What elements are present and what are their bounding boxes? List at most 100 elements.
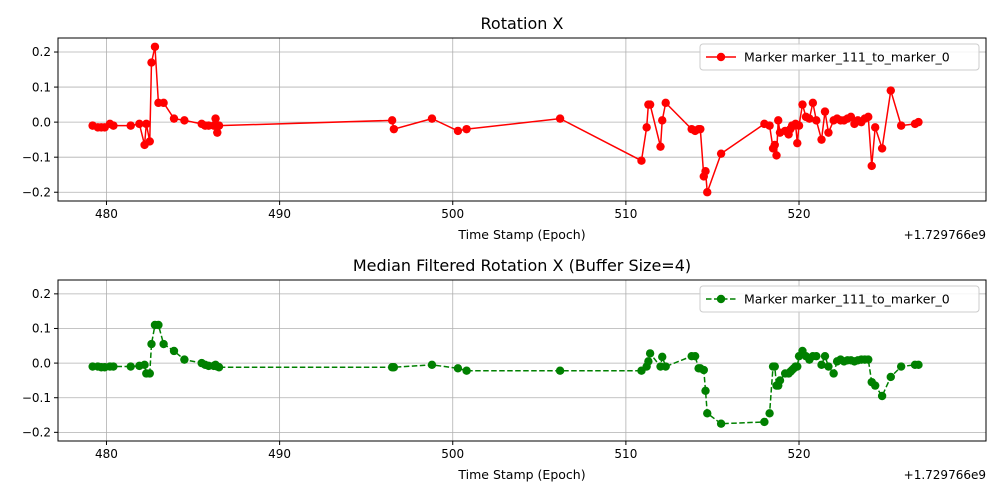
- data-point: [716, 419, 726, 428]
- data-point: [846, 112, 856, 122]
- data-point: [642, 123, 651, 132]
- chart-title: Rotation X: [481, 14, 564, 33]
- data-point: [701, 386, 710, 395]
- x-tick-label: 500: [441, 207, 464, 221]
- data-point: [914, 117, 923, 127]
- legend-box: [699, 285, 980, 313]
- data-point: [696, 124, 705, 134]
- legend-box: [699, 43, 980, 71]
- y-tick-label: −0.2: [22, 426, 51, 440]
- legend: Marker marker_111_to_marker_0: [699, 43, 980, 71]
- data-point: [211, 114, 220, 123]
- chart-title: Median Filtered Rotation X (Buffer Size=…: [353, 256, 691, 275]
- data-point: [775, 376, 785, 385]
- data-point: [867, 161, 876, 171]
- x-tick-label: 500: [441, 447, 464, 461]
- data-point: [135, 119, 144, 129]
- data-point: [798, 100, 807, 109]
- data-point: [214, 121, 224, 130]
- data-point: [159, 339, 168, 349]
- data-point: [555, 114, 565, 123]
- data-point: [126, 121, 135, 130]
- data-point: [870, 123, 880, 132]
- data-point: [824, 362, 833, 371]
- data-point: [389, 363, 399, 372]
- data-point: [637, 156, 646, 165]
- y-tick-label: 0.1: [32, 322, 51, 336]
- data-point: [699, 365, 708, 375]
- data-point: [870, 381, 880, 390]
- data-point: [656, 142, 665, 151]
- data-point: [109, 362, 118, 371]
- data-point: [817, 135, 826, 144]
- y-tick-label: −0.1: [22, 391, 51, 405]
- x-tick-label: 520: [788, 447, 811, 461]
- data-point: [150, 42, 160, 51]
- chart-panel-1: 480 490 500 510 520 −0.2 −0.1 0.0 0.1 0.2 Rotation…: [22, 14, 987, 242]
- legend-marker: [716, 52, 726, 62]
- x-tick-label: 490: [268, 207, 291, 221]
- data-point: [645, 349, 655, 358]
- data-point: [793, 362, 802, 371]
- data-point: [147, 58, 156, 67]
- data-point: [145, 369, 154, 378]
- axes-frame: [57, 279, 987, 442]
- data-point: [645, 100, 655, 109]
- legend-label: Marker marker_111_to_marker_0: [744, 50, 950, 65]
- data-point: [427, 114, 437, 123]
- data-point: [886, 372, 895, 382]
- data-point: [864, 355, 873, 364]
- data-point: [389, 124, 399, 134]
- data-point: [180, 355, 189, 364]
- data-point: [661, 362, 670, 371]
- data-point: [793, 138, 802, 148]
- data-point: [169, 346, 179, 356]
- data-point: [658, 352, 667, 362]
- y-tick-label: 0.2: [32, 287, 51, 301]
- data-point: [169, 114, 179, 123]
- data-point: [829, 369, 838, 378]
- data-point: [453, 364, 463, 373]
- y-tick-label: −0.2: [22, 185, 51, 199]
- x-tick-label: 490: [268, 447, 291, 461]
- x-tick-label: 520: [788, 207, 811, 221]
- axes-frame: [57, 37, 987, 202]
- data-point: [701, 167, 710, 176]
- x-axis-label: Time Stamp (Epoch): [457, 227, 585, 242]
- data-point: [765, 121, 774, 130]
- data-point: [820, 107, 830, 116]
- data-point: [770, 362, 779, 371]
- legend: Marker marker_111_to_marker_0: [699, 285, 980, 313]
- legend-label: Marker marker_111_to_marker_0: [744, 292, 950, 307]
- data-point: [213, 128, 222, 137]
- x-axis-label: Time Stamp (Epoch): [457, 467, 585, 482]
- data-point: [462, 366, 471, 375]
- data-point: [896, 362, 906, 371]
- data-point: [661, 98, 670, 108]
- data-point: [159, 98, 168, 108]
- data-point: [145, 137, 154, 146]
- data-point: [812, 351, 821, 361]
- data-point: [794, 121, 804, 130]
- data-point: [109, 121, 118, 130]
- data-point: [644, 357, 653, 366]
- x-tick-label: 510: [614, 447, 637, 461]
- y-tick-label: 0.0: [32, 115, 51, 129]
- x-offset-label: +1.729766e9: [904, 468, 986, 482]
- data-point: [690, 351, 700, 361]
- legend-marker: [716, 294, 726, 304]
- data-point: [427, 360, 437, 370]
- x-tick-label: 480: [95, 447, 118, 461]
- data-point: [126, 362, 135, 371]
- data-point: [147, 339, 156, 349]
- data-point: [765, 409, 774, 418]
- data-point: [716, 149, 726, 158]
- data-point: [214, 363, 224, 372]
- x-tick-label: 480: [95, 207, 118, 221]
- y-tick-label: 0.1: [32, 80, 51, 94]
- data-point: [658, 116, 667, 125]
- data-point: [864, 112, 873, 122]
- data-point: [805, 114, 814, 123]
- x-offset-label: +1.729766e9: [904, 228, 986, 242]
